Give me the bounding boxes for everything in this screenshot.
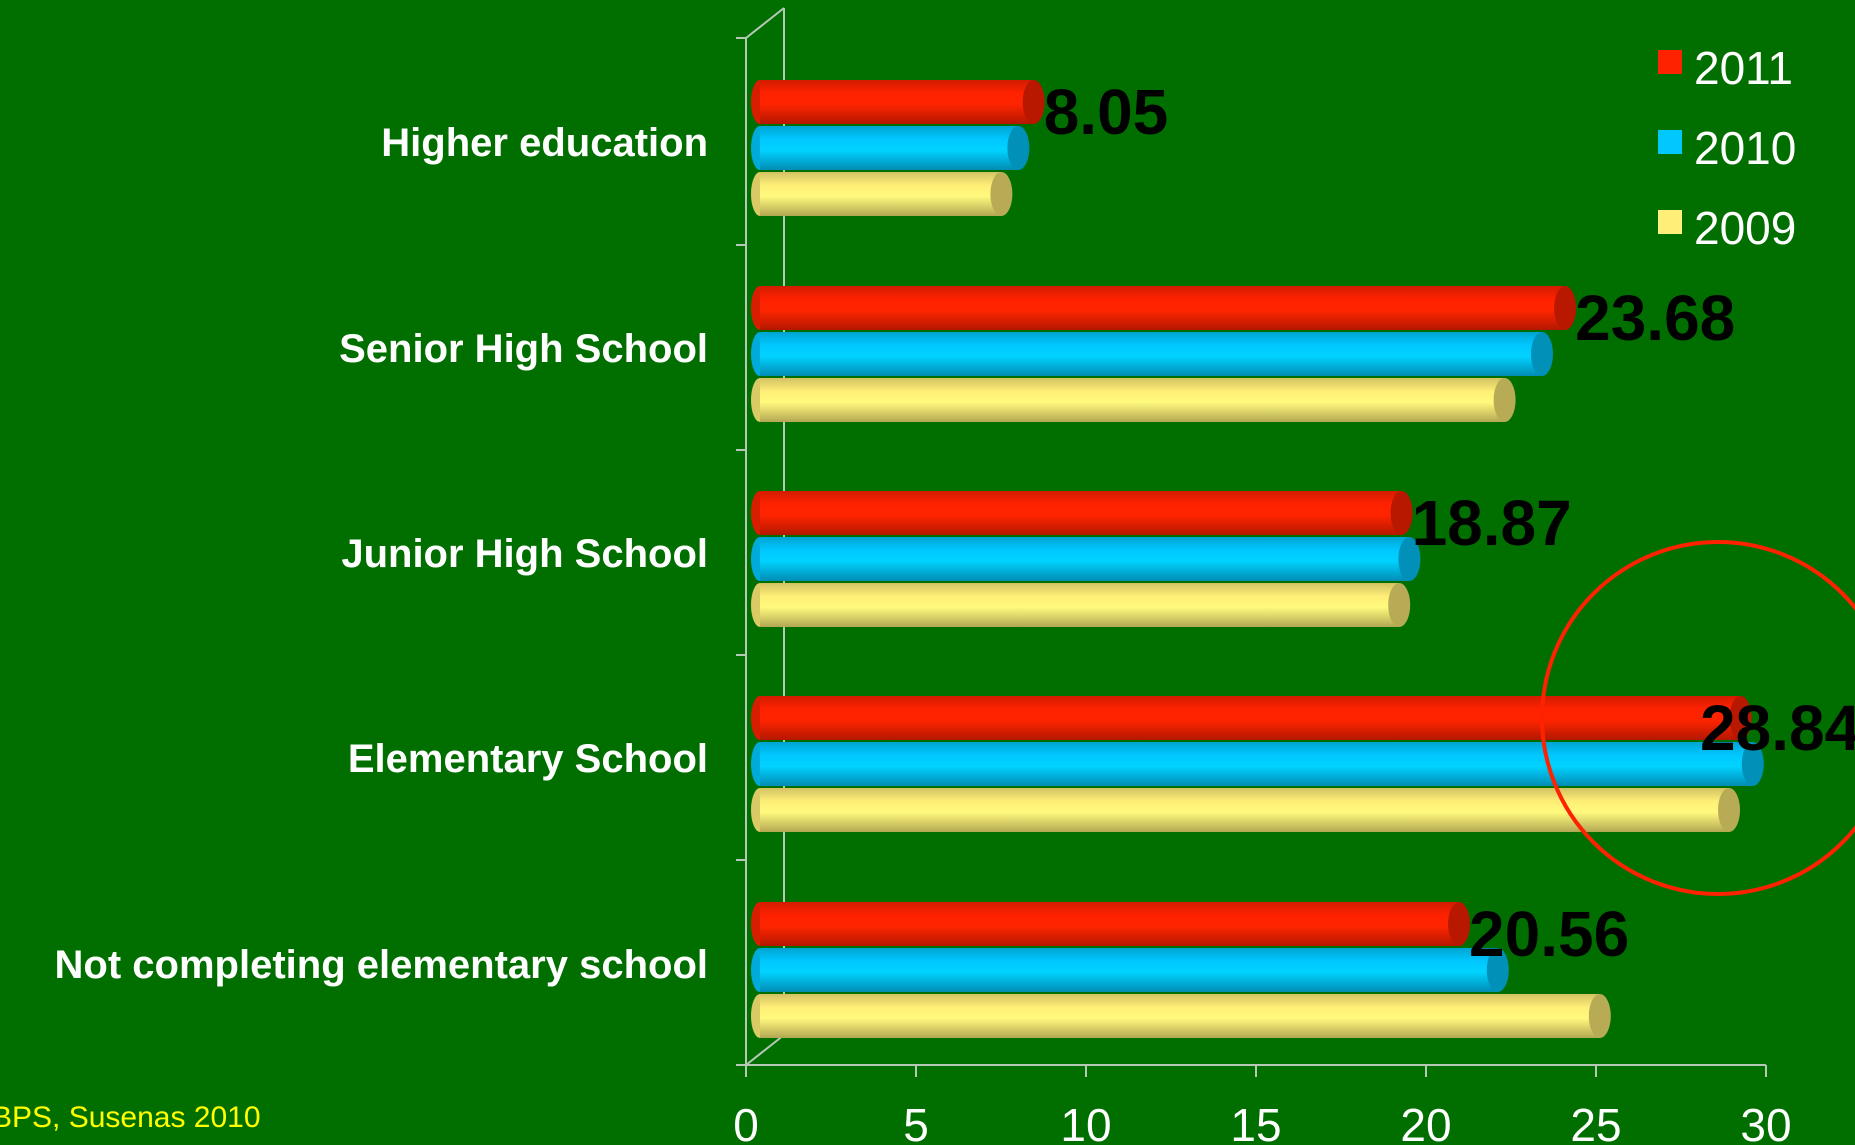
- bar-2009: [751, 378, 1516, 422]
- bar-2009: [751, 788, 1740, 832]
- bar-2009: [751, 172, 1013, 216]
- legend-label: 2009: [1694, 202, 1796, 254]
- labels: 0 5 10 15 20 25 30 Higher education Senior High …: [55, 76, 1855, 1145]
- bar-2010: [751, 332, 1553, 376]
- x-tick-label: 5: [903, 1099, 929, 1145]
- category-label: Senior High School: [339, 327, 708, 371]
- bar-2010: [751, 948, 1509, 992]
- bar-2011: [751, 902, 1471, 946]
- bar-2011: [751, 696, 1752, 740]
- bar-2010: [751, 126, 1030, 170]
- x-tick-label: 25: [1570, 1099, 1621, 1145]
- x-tick-label: 20: [1400, 1099, 1451, 1145]
- bar-2011: [751, 491, 1413, 535]
- axis-depth-bottom: [745, 1034, 785, 1066]
- bar-2009: [751, 583, 1411, 627]
- axis-depth-top: [745, 7, 785, 39]
- highlight-circle: [1540, 540, 1855, 896]
- data-label: 23.68: [1575, 282, 1735, 354]
- x-tick-label: 15: [1230, 1099, 1281, 1145]
- legend: 2011 2010 2009: [1658, 42, 1796, 254]
- data-label: 28.84: [1700, 692, 1855, 764]
- data-label: 18.87: [1412, 487, 1572, 559]
- bar-2009: [751, 994, 1611, 1038]
- data-label: 20.56: [1469, 898, 1629, 970]
- x-tick-label: 10: [1060, 1099, 1111, 1145]
- legend-swatch: [1658, 130, 1682, 154]
- legend-swatch: [1658, 210, 1682, 234]
- bar-2010: [751, 537, 1421, 581]
- legend-label: 2010: [1694, 122, 1796, 174]
- category-label: Junior High School: [341, 532, 708, 576]
- category-label: Elementary School: [348, 737, 708, 781]
- legend-swatch: [1658, 50, 1682, 74]
- category-label: Higher education: [381, 121, 708, 165]
- x-tick-label: 30: [1740, 1099, 1791, 1145]
- source-note: BPS, Susenas 2010: [0, 1101, 261, 1134]
- bar-2011: [751, 80, 1045, 124]
- category-label: Not completing elementary school: [55, 943, 708, 987]
- bar-2010: [751, 742, 1764, 786]
- bars: [751, 80, 1764, 1038]
- legend-label: 2011: [1694, 42, 1793, 94]
- bar-2011: [751, 286, 1577, 330]
- data-label: 8.05: [1044, 76, 1169, 148]
- x-tick-label: 0: [733, 1099, 759, 1145]
